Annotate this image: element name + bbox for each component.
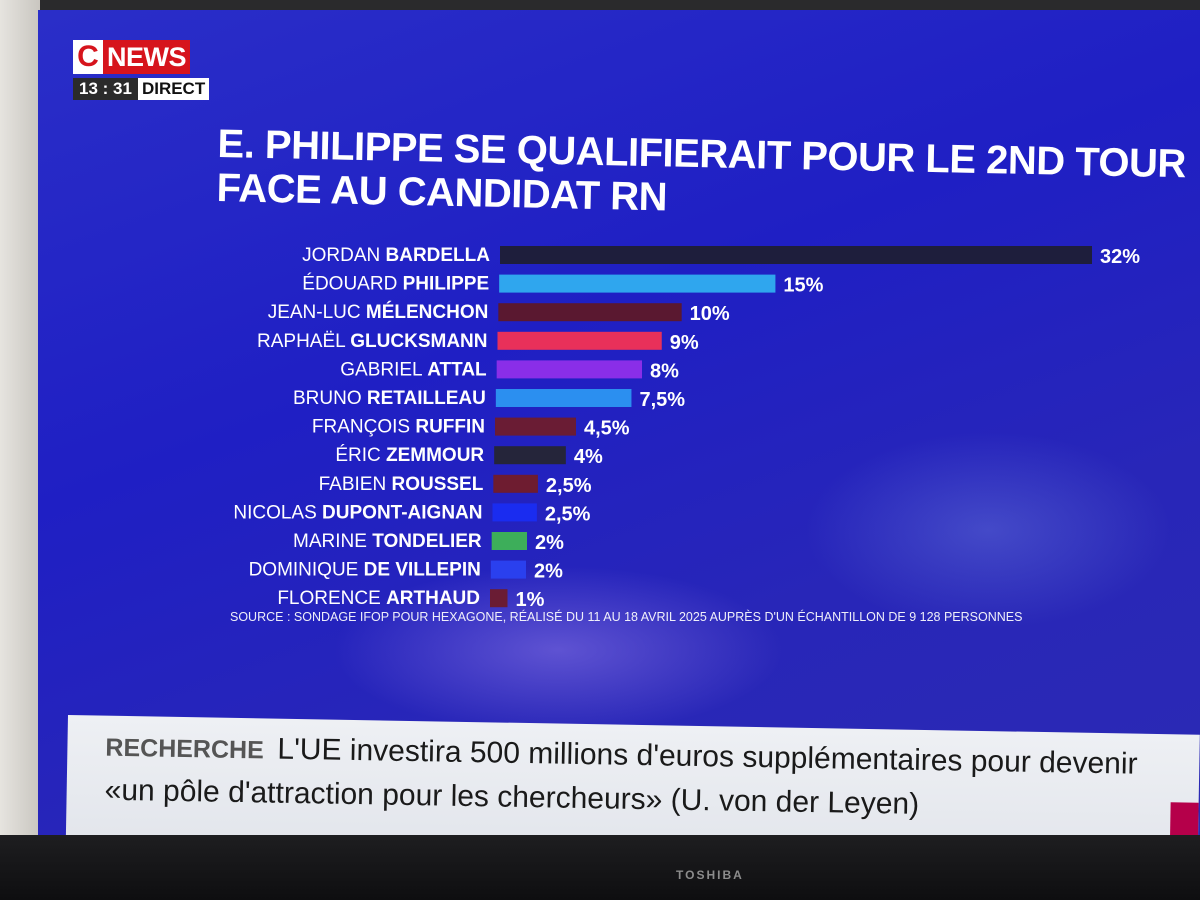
candidate-first-name: NICOLAS — [233, 502, 322, 523]
candidate-first-name: RAPHAËL — [257, 331, 350, 352]
candidate-last-name: RUFFIN — [415, 417, 485, 438]
bar-value-label: 2,5% — [546, 475, 592, 497]
bar — [500, 246, 1092, 264]
bar — [499, 274, 776, 293]
candidate-first-name: JORDAN — [302, 245, 385, 266]
bar-value-label: 7,5% — [639, 389, 685, 411]
poll-bar-chart: JORDAN BARDELLA 32% ÉDOUARD PHILIPPE 15% JEA… — [233, 245, 1140, 611]
candidate-last-name: RETAILLEAU — [367, 388, 486, 409]
ticker-headline-line-2: «un pôle d'attraction pour les chercheur… — [104, 773, 920, 821]
bar — [498, 303, 682, 322]
channel-logo-news: NEWS — [103, 40, 190, 74]
bar — [490, 560, 526, 579]
bar-value-label: 2% — [534, 561, 563, 583]
bar — [493, 474, 538, 493]
candidate-first-name: FLORENCE — [277, 588, 386, 609]
channel-logo-c: C — [73, 40, 103, 74]
bar — [495, 417, 576, 436]
bar — [490, 589, 508, 608]
broadcast-time: 13 : 31 — [73, 78, 138, 100]
candidate-last-name: GLUCKSMANN — [350, 331, 487, 352]
candidate-last-name: ATTAL — [427, 359, 487, 380]
candidate-first-name: FABIEN — [319, 474, 392, 495]
bar-value-label: 8% — [650, 360, 679, 382]
candidate-last-name: ZEMMOUR — [386, 445, 484, 466]
channel-logo: C NEWS 13 : 31 DIRECT — [73, 40, 215, 100]
candidate-last-name: TONDELIER — [372, 531, 482, 552]
bar-category-label: ÉDOUARD PHILIPPE — [302, 274, 489, 295]
candidate-first-name: FRANÇOIS — [312, 417, 415, 438]
tv-brand-logo: TOSHIBA — [676, 868, 744, 882]
bar-category-label: BRUNO RETAILLEAU — [293, 388, 486, 409]
bar-category-label: RAPHAËL GLUCKSMANN — [257, 331, 488, 352]
chart-source-note: SOURCE : SONDAGE IFOP POUR HEXAGONE, RÉA… — [230, 610, 1023, 624]
candidate-last-name: PHILIPPE — [403, 274, 490, 295]
ticker-next-tab — [1169, 802, 1199, 835]
candidate-last-name: MÉLENCHON — [366, 301, 488, 323]
bar-value-label: 4,5% — [584, 418, 630, 440]
bar-category-label: FLORENCE ARTHAUD — [277, 588, 480, 609]
bar-value-label: 2,5% — [545, 503, 591, 525]
bar-value-label: 1% — [516, 589, 545, 611]
bar-category-label: ÉRIC ZEMMOUR — [335, 445, 484, 466]
bar-value-label: 9% — [670, 332, 699, 354]
bar-category-label: FABIEN ROUSSEL — [319, 474, 484, 495]
bar-value-label: 2% — [535, 532, 564, 554]
tv-bottom-bezel — [0, 835, 1200, 900]
candidate-first-name: MARINE — [293, 531, 372, 552]
bar-value-label: 10% — [690, 303, 730, 325]
bar — [491, 532, 527, 550]
bar — [496, 360, 642, 379]
wall-background — [0, 0, 40, 900]
candidate-last-name: DUPONT-AIGNAN — [322, 502, 482, 523]
bar — [494, 446, 566, 465]
live-badge: DIRECT — [137, 78, 210, 100]
candidate-first-name: BRUNO — [293, 388, 367, 409]
bar-category-label: JEAN-LUC MÉLENCHON — [268, 301, 489, 323]
candidate-last-name: DE VILLEPIN — [364, 560, 481, 581]
candidate-first-name: ÉDOUARD — [302, 274, 402, 295]
ticker-category: RECHERCHE — [105, 733, 265, 765]
candidate-last-name: ARTHAUD — [386, 588, 480, 609]
channel-logo-word: C NEWS — [73, 40, 215, 74]
candidate-first-name: GABRIEL — [340, 359, 427, 380]
news-ticker: RECHERCHE L'UE investira 500 millions d'… — [65, 715, 1200, 835]
candidate-first-name: JEAN-LUC — [268, 302, 366, 323]
bar-value-label: 4% — [574, 446, 603, 468]
bar — [495, 389, 632, 407]
bar-category-label: NICOLAS DUPONT-AIGNAN — [233, 502, 482, 523]
bar-category-label: FRANÇOIS RUFFIN — [312, 417, 485, 438]
candidate-first-name: ÉRIC — [335, 445, 386, 466]
bar-category-label: MARINE TONDELIER — [293, 531, 482, 552]
live-indicator: 13 : 31 DIRECT — [73, 78, 215, 100]
bar-category-label: JORDAN BARDELLA — [302, 245, 490, 266]
bar-category-label: DOMINIQUE DE VILLEPIN — [249, 560, 481, 581]
candidate-first-name: DOMINIQUE — [249, 560, 364, 581]
bar — [492, 503, 537, 522]
candidate-last-name: BARDELLA — [386, 245, 491, 266]
bar-value-label: 15% — [783, 275, 823, 297]
candidate-last-name: ROUSSEL — [391, 474, 483, 495]
bar — [497, 331, 662, 350]
bar-category-label: GABRIEL ATTAL — [340, 359, 487, 380]
bar-value-label: 32% — [1100, 246, 1140, 268]
ticker-headline-line-1: L'UE investira 500 millions d'euros supp… — [277, 732, 1138, 781]
tv-screen: C NEWS 13 : 31 DIRECT E. PHILIPPE SE QUA… — [38, 10, 1200, 835]
